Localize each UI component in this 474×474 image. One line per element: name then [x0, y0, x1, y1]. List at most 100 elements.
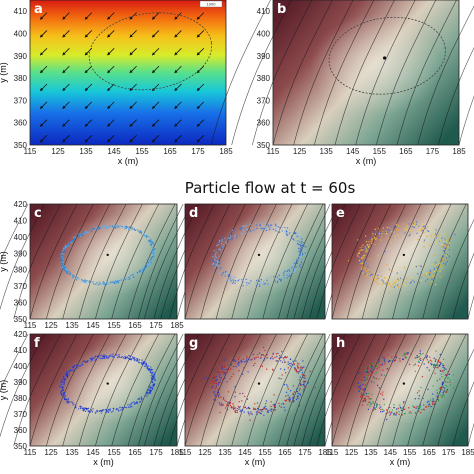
particle: [66, 376, 69, 378]
particle: [413, 347, 415, 349]
particle: [116, 280, 118, 283]
particle: [300, 250, 303, 252]
particle: [427, 226, 429, 228]
particle: [431, 263, 433, 266]
particle: [288, 268, 290, 271]
x-tick-label: 135: [364, 448, 378, 457]
particle: [240, 361, 242, 363]
particle: [283, 356, 286, 359]
particle: [237, 362, 240, 364]
particle: [279, 278, 281, 280]
particle: [270, 401, 272, 403]
particle: [361, 266, 364, 268]
particle: [284, 355, 286, 358]
particle: [69, 273, 71, 276]
particle: [68, 372, 70, 374]
particle: [347, 259, 350, 262]
particle: [286, 277, 289, 279]
particle: [66, 372, 68, 374]
particle: [278, 231, 281, 233]
particle: [394, 239, 397, 241]
particle: [446, 385, 448, 388]
particle: [444, 252, 447, 255]
particle: [283, 383, 286, 386]
particle: [222, 404, 225, 406]
particle: [397, 279, 400, 281]
particle: [256, 413, 258, 415]
y-tick-label: 360: [257, 119, 271, 128]
particle: [259, 281, 262, 284]
particle: [386, 264, 388, 266]
particle: [370, 370, 372, 372]
particle: [224, 275, 226, 277]
particle: [65, 271, 67, 273]
particle: [436, 364, 439, 366]
particle: [364, 388, 366, 390]
particle: [358, 256, 360, 258]
particle: [233, 276, 235, 279]
particle: [404, 356, 407, 358]
particle: [119, 406, 121, 409]
particle: [109, 409, 111, 412]
particle: [212, 250, 214, 252]
particle: [221, 274, 223, 276]
particle: [444, 384, 447, 387]
particle: [383, 374, 386, 377]
particle: [286, 356, 288, 358]
particle: [150, 246, 153, 248]
particle: [439, 264, 442, 267]
particle: [270, 276, 272, 278]
particle: [369, 365, 372, 367]
particle: [366, 244, 368, 247]
vector-arrow: [107, 65, 115, 74]
particle: [293, 397, 295, 399]
particle: [356, 255, 359, 257]
particle: [153, 378, 155, 381]
particle: [430, 360, 433, 363]
vector-arrow: [62, 48, 70, 56]
particle: [112, 226, 114, 228]
particle: [96, 409, 98, 412]
particle: [147, 261, 150, 264]
particle: [62, 251, 64, 253]
particle: [258, 280, 261, 282]
particle: [61, 383, 63, 386]
particle: [101, 225, 104, 228]
particle: [212, 391, 215, 393]
particle: [420, 230, 423, 233]
contour-line: [437, 218, 474, 320]
particle: [305, 246, 307, 248]
particle: [221, 365, 223, 368]
particle: [367, 392, 370, 395]
particle: [382, 356, 384, 359]
particle: [240, 232, 242, 234]
particle: [81, 363, 83, 366]
particle: [131, 402, 133, 404]
contour-line: [46, 333, 94, 447]
particle: [359, 247, 361, 249]
x-axis-label: x (m): [118, 156, 139, 166]
particle: [420, 280, 423, 282]
particle: [116, 354, 118, 356]
panel-b-label: b: [277, 2, 286, 17]
vector-arrow: [107, 83, 115, 92]
particle: [247, 358, 250, 360]
panel-d-label: d: [189, 206, 198, 221]
particle: [65, 374, 68, 377]
contour-line: [0, 203, 29, 264]
particle: [78, 278, 80, 280]
particle: [367, 265, 369, 268]
particle: [442, 248, 445, 250]
particle: [211, 381, 213, 383]
particle: [292, 360, 294, 362]
particle: [233, 360, 235, 362]
contour-line: [331, 203, 376, 320]
particle: [403, 402, 405, 404]
particle: [265, 402, 267, 405]
vector-arrow: [107, 135, 115, 143]
contour-line: [0, 333, 45, 438]
particle: [397, 225, 400, 227]
particle: [296, 232, 298, 234]
particle: [395, 223, 397, 226]
x-tick-label: 175: [191, 147, 205, 156]
